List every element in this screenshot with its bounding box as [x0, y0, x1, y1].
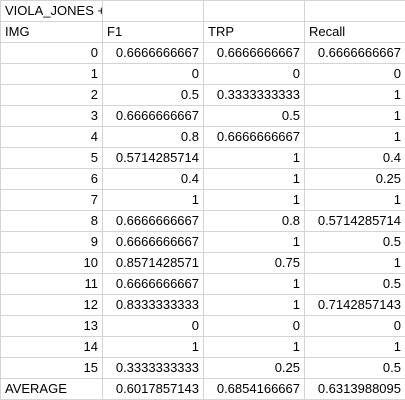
average-row: AVERAGE 0.6017857143 0.6854166667 0.6313… [0, 378, 405, 400]
table-row: 9 0.6666666667 1 0.5 [0, 231, 405, 253]
average-trp[interactable]: 0.6854166667 [203, 378, 305, 400]
cell-f1[interactable]: 0.3333333333 [102, 357, 204, 379]
header-img[interactable]: IMG [0, 21, 103, 43]
cell-trp[interactable]: 1 [203, 168, 305, 190]
cell-trp[interactable]: 0 [203, 315, 305, 337]
cell-img[interactable]: 4 [0, 126, 103, 148]
table-row: 10 0.8571428571 0.75 1 [0, 252, 405, 274]
cell-recall[interactable]: 1 [304, 126, 405, 148]
table-row: 2 0.5 0.3333333333 1 [0, 84, 405, 106]
cell-recall[interactable]: 1 [304, 84, 405, 106]
table-row: 3 0.6666666667 0.5 1 [0, 105, 405, 127]
cell-recall[interactable]: 0 [304, 315, 405, 337]
cell-recall[interactable]: 1 [304, 336, 405, 358]
cell-trp[interactable]: 0.75 [203, 252, 305, 274]
cell-f1[interactable]: 0.6666666667 [102, 42, 204, 64]
table-row: 12 0.8333333333 1 0.7142857143 [0, 294, 405, 316]
cell-trp[interactable]: 0.6666666667 [203, 42, 305, 64]
cell-recall[interactable]: 0.5 [304, 357, 405, 379]
table-row: 6 0.4 1 0.25 [0, 168, 405, 190]
cell-f1[interactable]: 0.5714285714 [102, 147, 204, 169]
cell-f1[interactable]: 0.8333333333 [102, 294, 204, 316]
cell-f1[interactable]: 0.5 [102, 84, 204, 106]
cell-f1[interactable]: 0.6666666667 [102, 210, 204, 232]
cell-trp[interactable]: 0 [203, 63, 305, 85]
cell-trp[interactable]: 1 [203, 273, 305, 295]
cell-trp[interactable]: 1 [203, 147, 305, 169]
cell-f1[interactable]: 0.6666666667 [102, 273, 204, 295]
cell-img[interactable]: 1 [0, 63, 103, 85]
cell-trp[interactable]: 0.3333333333 [203, 84, 305, 106]
header-recall[interactable]: Recall [304, 21, 405, 43]
cell-recall[interactable]: 1 [304, 189, 405, 211]
empty-cell[interactable] [203, 0, 305, 22]
cell-img[interactable]: 13 [0, 315, 103, 337]
cell-trp[interactable]: 0.5 [203, 105, 305, 127]
cell-img[interactable]: 3 [0, 105, 103, 127]
cell-f1[interactable]: 0.4 [102, 168, 204, 190]
cell-img[interactable]: 12 [0, 294, 103, 316]
cell-recall[interactable]: 1 [304, 105, 405, 127]
cell-recall[interactable]: 0.7142857143 [304, 294, 405, 316]
table-row: 13 0 0 0 [0, 315, 405, 337]
sheet-title[interactable]: VIOLA_JONES + HOUGH LINES + HOUGH CIRCLE… [0, 0, 103, 22]
cell-recall[interactable]: 0.25 [304, 168, 405, 190]
average-label[interactable]: AVERAGE [0, 378, 103, 400]
header-row: IMG F1 TRP Recall [0, 21, 405, 43]
cell-f1[interactable]: 0.6666666667 [102, 231, 204, 253]
cell-img[interactable]: 7 [0, 189, 103, 211]
cell-img[interactable]: 10 [0, 252, 103, 274]
cell-f1[interactable]: 0.8571428571 [102, 252, 204, 274]
cell-img[interactable]: 14 [0, 336, 103, 358]
table-row: 14 1 1 1 [0, 336, 405, 358]
cell-img[interactable]: 2 [0, 84, 103, 106]
cell-trp[interactable]: 1 [203, 189, 305, 211]
empty-cell[interactable] [102, 0, 204, 22]
table-row: 8 0.6666666667 0.8 0.5714285714 [0, 210, 405, 232]
average-f1[interactable]: 0.6017857143 [102, 378, 204, 400]
cell-recall[interactable]: 0.5 [304, 231, 405, 253]
empty-cell[interactable] [304, 0, 405, 22]
cell-trp[interactable]: 1 [203, 294, 305, 316]
cell-img[interactable]: 11 [0, 273, 103, 295]
table-row: 15 0.3333333333 0.25 0.5 [0, 357, 405, 379]
cell-recall[interactable]: 0.6666666667 [304, 42, 405, 64]
cell-trp[interactable]: 1 [203, 336, 305, 358]
cell-recall[interactable]: 0.5 [304, 273, 405, 295]
cell-f1[interactable]: 0 [102, 315, 204, 337]
cell-img[interactable]: 15 [0, 357, 103, 379]
cell-recall[interactable]: 0.4 [304, 147, 405, 169]
cell-img[interactable]: 8 [0, 210, 103, 232]
cell-f1[interactable]: 1 [102, 336, 204, 358]
header-f1[interactable]: F1 [102, 21, 204, 43]
header-trp[interactable]: TRP [203, 21, 305, 43]
cell-f1[interactable]: 0.8 [102, 126, 204, 148]
cell-f1[interactable]: 1 [102, 189, 204, 211]
table-row: 5 0.5714285714 1 0.4 [0, 147, 405, 169]
table-row: 0 0.6666666667 0.6666666667 0.6666666667 [0, 42, 405, 64]
cell-trp[interactable]: 0.8 [203, 210, 305, 232]
cell-f1[interactable]: 0 [102, 63, 204, 85]
cell-img[interactable]: 5 [0, 147, 103, 169]
cell-recall[interactable]: 1 [304, 252, 405, 274]
table-row: 11 0.6666666667 1 0.5 [0, 273, 405, 295]
table-row: 4 0.8 0.6666666667 1 [0, 126, 405, 148]
title-row: VIOLA_JONES + HOUGH LINES + HOUGH CIRCLE… [0, 0, 405, 22]
cell-img[interactable]: 9 [0, 231, 103, 253]
cell-recall[interactable]: 0 [304, 63, 405, 85]
cell-trp[interactable]: 0.6666666667 [203, 126, 305, 148]
cell-trp[interactable]: 1 [203, 231, 305, 253]
cell-trp[interactable]: 0.25 [203, 357, 305, 379]
cell-img[interactable]: 0 [0, 42, 103, 64]
cell-img[interactable]: 6 [0, 168, 103, 190]
average-recall[interactable]: 0.6313988095 [304, 378, 405, 400]
cell-f1[interactable]: 0.6666666667 [102, 105, 204, 127]
cell-recall[interactable]: 0.5714285714 [304, 210, 405, 232]
